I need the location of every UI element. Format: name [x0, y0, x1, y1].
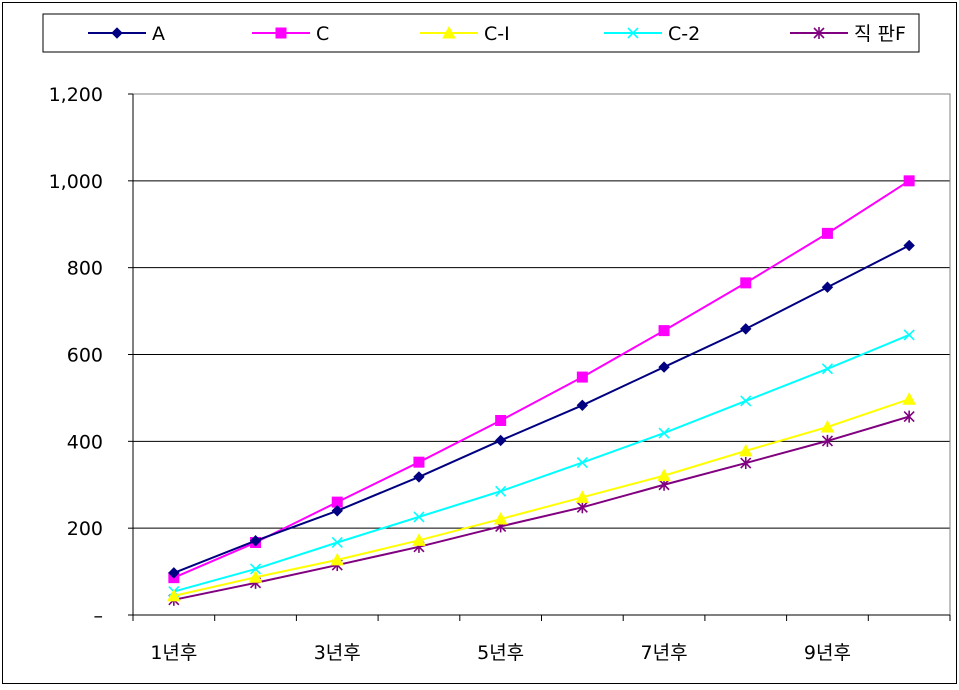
data-point	[820, 419, 835, 433]
y-tick-label: 200	[67, 518, 103, 540]
x-tick-label: 7년후	[641, 642, 688, 664]
series-line-2	[173, 398, 910, 597]
data-point	[576, 457, 588, 469]
y-tick-label: 600	[67, 345, 103, 367]
data-point	[658, 361, 670, 373]
plot-area: – 200 400 600 800 1,000 1,200 1년후 3년후 5년후 7년후 9년후	[49, 84, 951, 664]
data-point	[412, 533, 426, 546]
data-point	[167, 588, 181, 602]
data-point	[903, 239, 915, 252]
legend-marker	[442, 25, 456, 39]
series-line-1	[173, 179, 910, 579]
data-point	[740, 323, 752, 335]
y-tick-label: 1,200	[49, 84, 103, 106]
legend-marker	[813, 27, 825, 39]
data-point	[658, 325, 670, 337]
legend-label: 직 판F	[854, 23, 906, 45]
data-point	[413, 511, 425, 523]
data-point	[657, 468, 671, 482]
data-point	[658, 427, 670, 439]
data-point	[413, 471, 425, 483]
legend-box	[42, 13, 920, 53]
data-point	[821, 363, 834, 375]
data-point	[821, 434, 834, 447]
y-tick-label: –	[94, 605, 104, 627]
data-point	[248, 570, 263, 583]
data-point	[902, 392, 916, 405]
legend-label: C	[316, 23, 329, 45]
data-point	[249, 563, 262, 575]
data-point	[740, 395, 752, 407]
data-point	[740, 457, 752, 470]
series-line-0	[173, 244, 910, 574]
legend: A C C-I C-2 직 판F	[42, 13, 920, 53]
data-point	[576, 371, 588, 383]
x-tick-label: 9년후	[804, 642, 851, 664]
data-point	[576, 501, 588, 514]
legend-label: A	[152, 23, 165, 45]
series-line-3	[173, 334, 910, 593]
data-point	[331, 536, 343, 549]
data-point	[903, 329, 915, 341]
data-point	[493, 512, 508, 525]
data-point	[740, 277, 752, 289]
legend-label: C-I	[484, 23, 510, 45]
legend-marker	[627, 27, 639, 39]
data-point	[495, 485, 507, 497]
data-point	[821, 227, 833, 239]
data-point	[903, 175, 915, 187]
data-point	[576, 399, 589, 412]
series-line-4	[173, 415, 910, 601]
x-tick-label: 1년후	[150, 642, 197, 664]
x-tick-label: 3년후	[314, 642, 361, 664]
data-point	[738, 443, 753, 457]
data-point	[821, 281, 834, 293]
y-tick-label: 400	[67, 431, 103, 453]
y-tick-label: 1,000	[49, 171, 103, 193]
data-point	[495, 414, 507, 426]
y-tick-label: 800	[67, 258, 103, 280]
legend-label: C-2	[668, 23, 700, 45]
data-point	[331, 505, 343, 517]
data-point	[575, 490, 590, 503]
data-point	[168, 567, 180, 579]
data-point	[413, 456, 425, 468]
data-point	[249, 535, 262, 547]
legend-marker	[275, 27, 287, 39]
data-point	[494, 434, 507, 447]
legend-marker	[111, 27, 123, 39]
x-tick-label: 5년후	[477, 642, 524, 664]
data-point	[903, 410, 915, 423]
data-point	[330, 552, 345, 566]
